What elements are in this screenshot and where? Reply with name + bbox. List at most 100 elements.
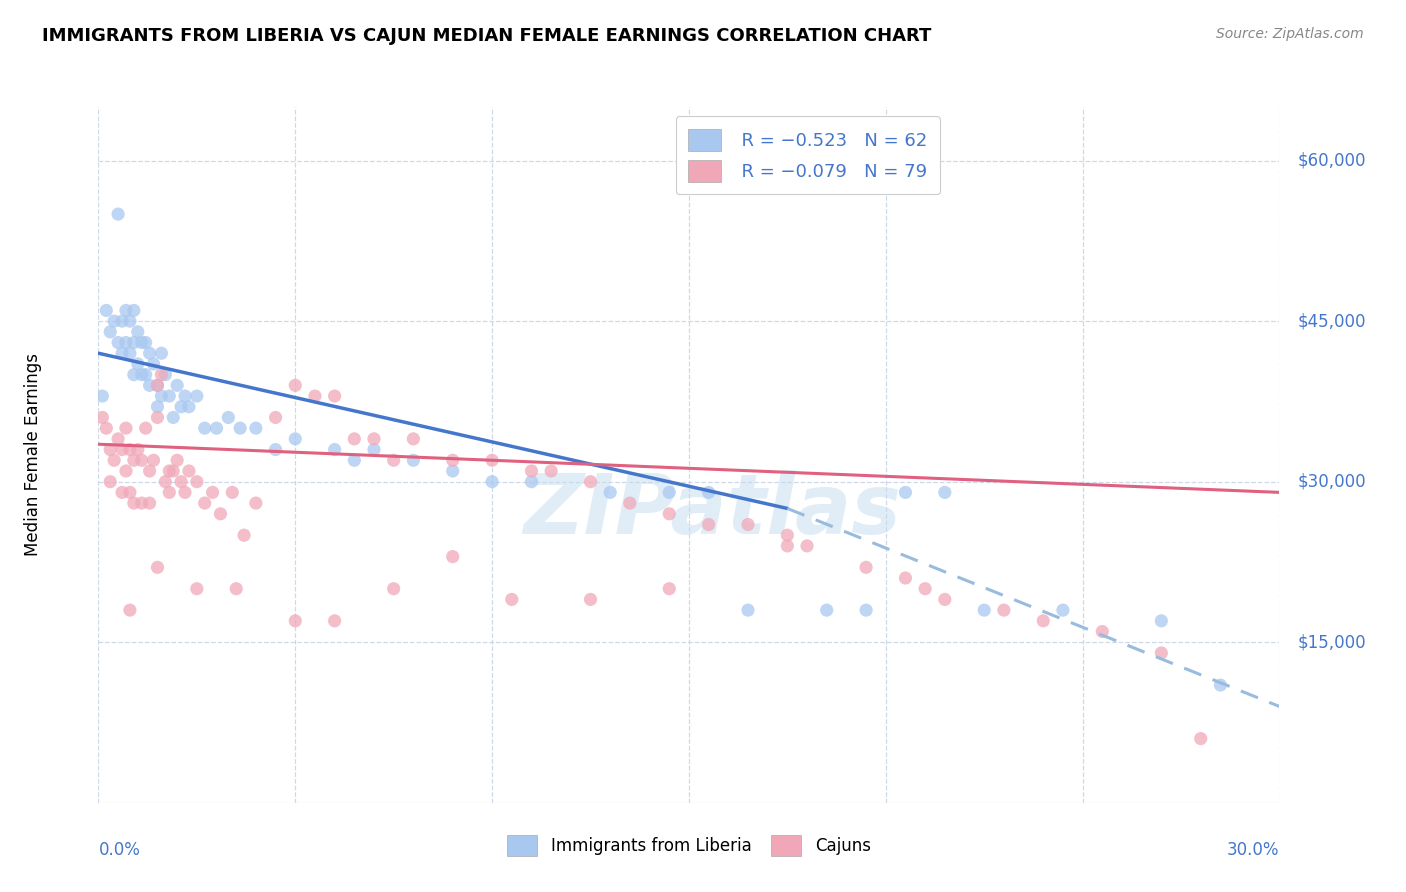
- Point: [776, 539, 799, 553]
- Point: [217, 410, 239, 425]
- Point: [579, 475, 602, 489]
- Point: [96, 421, 118, 435]
- Point: [118, 346, 141, 360]
- Point: [894, 571, 917, 585]
- Point: [174, 485, 197, 500]
- Point: [111, 485, 134, 500]
- Text: $15,000: $15,000: [1298, 633, 1365, 651]
- Point: [201, 485, 224, 500]
- Point: [135, 421, 157, 435]
- Point: [146, 560, 169, 574]
- Point: [146, 400, 169, 414]
- Point: [382, 582, 405, 596]
- Point: [131, 453, 153, 467]
- Point: [363, 442, 385, 457]
- Point: [233, 528, 256, 542]
- Point: [166, 453, 188, 467]
- Point: [501, 592, 523, 607]
- Point: [481, 475, 503, 489]
- Point: [174, 389, 197, 403]
- Point: [91, 410, 114, 425]
- Point: [122, 303, 145, 318]
- Point: [177, 464, 200, 478]
- Text: ZIPatlas: ZIPatlas: [523, 470, 901, 551]
- Point: [131, 368, 153, 382]
- Point: [118, 314, 141, 328]
- Point: [115, 464, 138, 478]
- Point: [993, 603, 1015, 617]
- Point: [107, 432, 129, 446]
- Point: [150, 389, 173, 403]
- Point: [402, 453, 425, 467]
- Point: [115, 421, 138, 435]
- Point: [914, 582, 936, 596]
- Point: [1091, 624, 1114, 639]
- Text: Source: ZipAtlas.com: Source: ZipAtlas.com: [1216, 27, 1364, 41]
- Point: [157, 464, 180, 478]
- Point: [209, 507, 232, 521]
- Point: [441, 453, 464, 467]
- Point: [157, 485, 180, 500]
- Point: [697, 485, 720, 500]
- Point: [111, 442, 134, 457]
- Point: [155, 368, 177, 382]
- Point: [91, 389, 114, 403]
- Point: [855, 560, 877, 574]
- Point: [323, 442, 346, 457]
- Point: [284, 614, 307, 628]
- Point: [115, 335, 138, 350]
- Point: [122, 335, 145, 350]
- Point: [697, 517, 720, 532]
- Point: [343, 453, 366, 467]
- Point: [103, 314, 125, 328]
- Point: [855, 603, 877, 617]
- Point: [382, 453, 405, 467]
- Point: [1209, 678, 1232, 692]
- Point: [138, 378, 160, 392]
- Point: [118, 603, 141, 617]
- Point: [122, 453, 145, 467]
- Point: [245, 421, 267, 435]
- Point: [98, 475, 121, 489]
- Point: [1189, 731, 1212, 746]
- Point: [107, 207, 129, 221]
- Point: [186, 475, 208, 489]
- Point: [96, 303, 118, 318]
- Point: [658, 507, 681, 521]
- Point: [205, 421, 228, 435]
- Point: [135, 368, 157, 382]
- Point: [284, 378, 307, 392]
- Point: [170, 400, 193, 414]
- Point: [245, 496, 267, 510]
- Point: [157, 389, 180, 403]
- Point: [194, 421, 217, 435]
- Point: [115, 303, 138, 318]
- Point: [796, 539, 818, 553]
- Point: [520, 464, 543, 478]
- Point: [142, 357, 165, 371]
- Point: [111, 346, 134, 360]
- Point: [127, 442, 149, 457]
- Point: [170, 475, 193, 489]
- Point: [186, 582, 208, 596]
- Point: [363, 432, 385, 446]
- Point: [343, 432, 366, 446]
- Point: [127, 325, 149, 339]
- Point: [155, 475, 177, 489]
- Point: [111, 314, 134, 328]
- Point: [138, 346, 160, 360]
- Point: [776, 528, 799, 542]
- Point: [150, 368, 173, 382]
- Text: Median Female Earnings: Median Female Earnings: [24, 353, 42, 557]
- Point: [1032, 614, 1054, 628]
- Point: [146, 410, 169, 425]
- Text: $30,000: $30,000: [1298, 473, 1365, 491]
- Text: IMMIGRANTS FROM LIBERIA VS CAJUN MEDIAN FEMALE EARNINGS CORRELATION CHART: IMMIGRANTS FROM LIBERIA VS CAJUN MEDIAN …: [42, 27, 932, 45]
- Point: [146, 378, 169, 392]
- Point: [934, 485, 956, 500]
- Point: [441, 549, 464, 564]
- Point: [658, 582, 681, 596]
- Point: [658, 485, 681, 500]
- Text: $45,000: $45,000: [1298, 312, 1365, 330]
- Point: [127, 357, 149, 371]
